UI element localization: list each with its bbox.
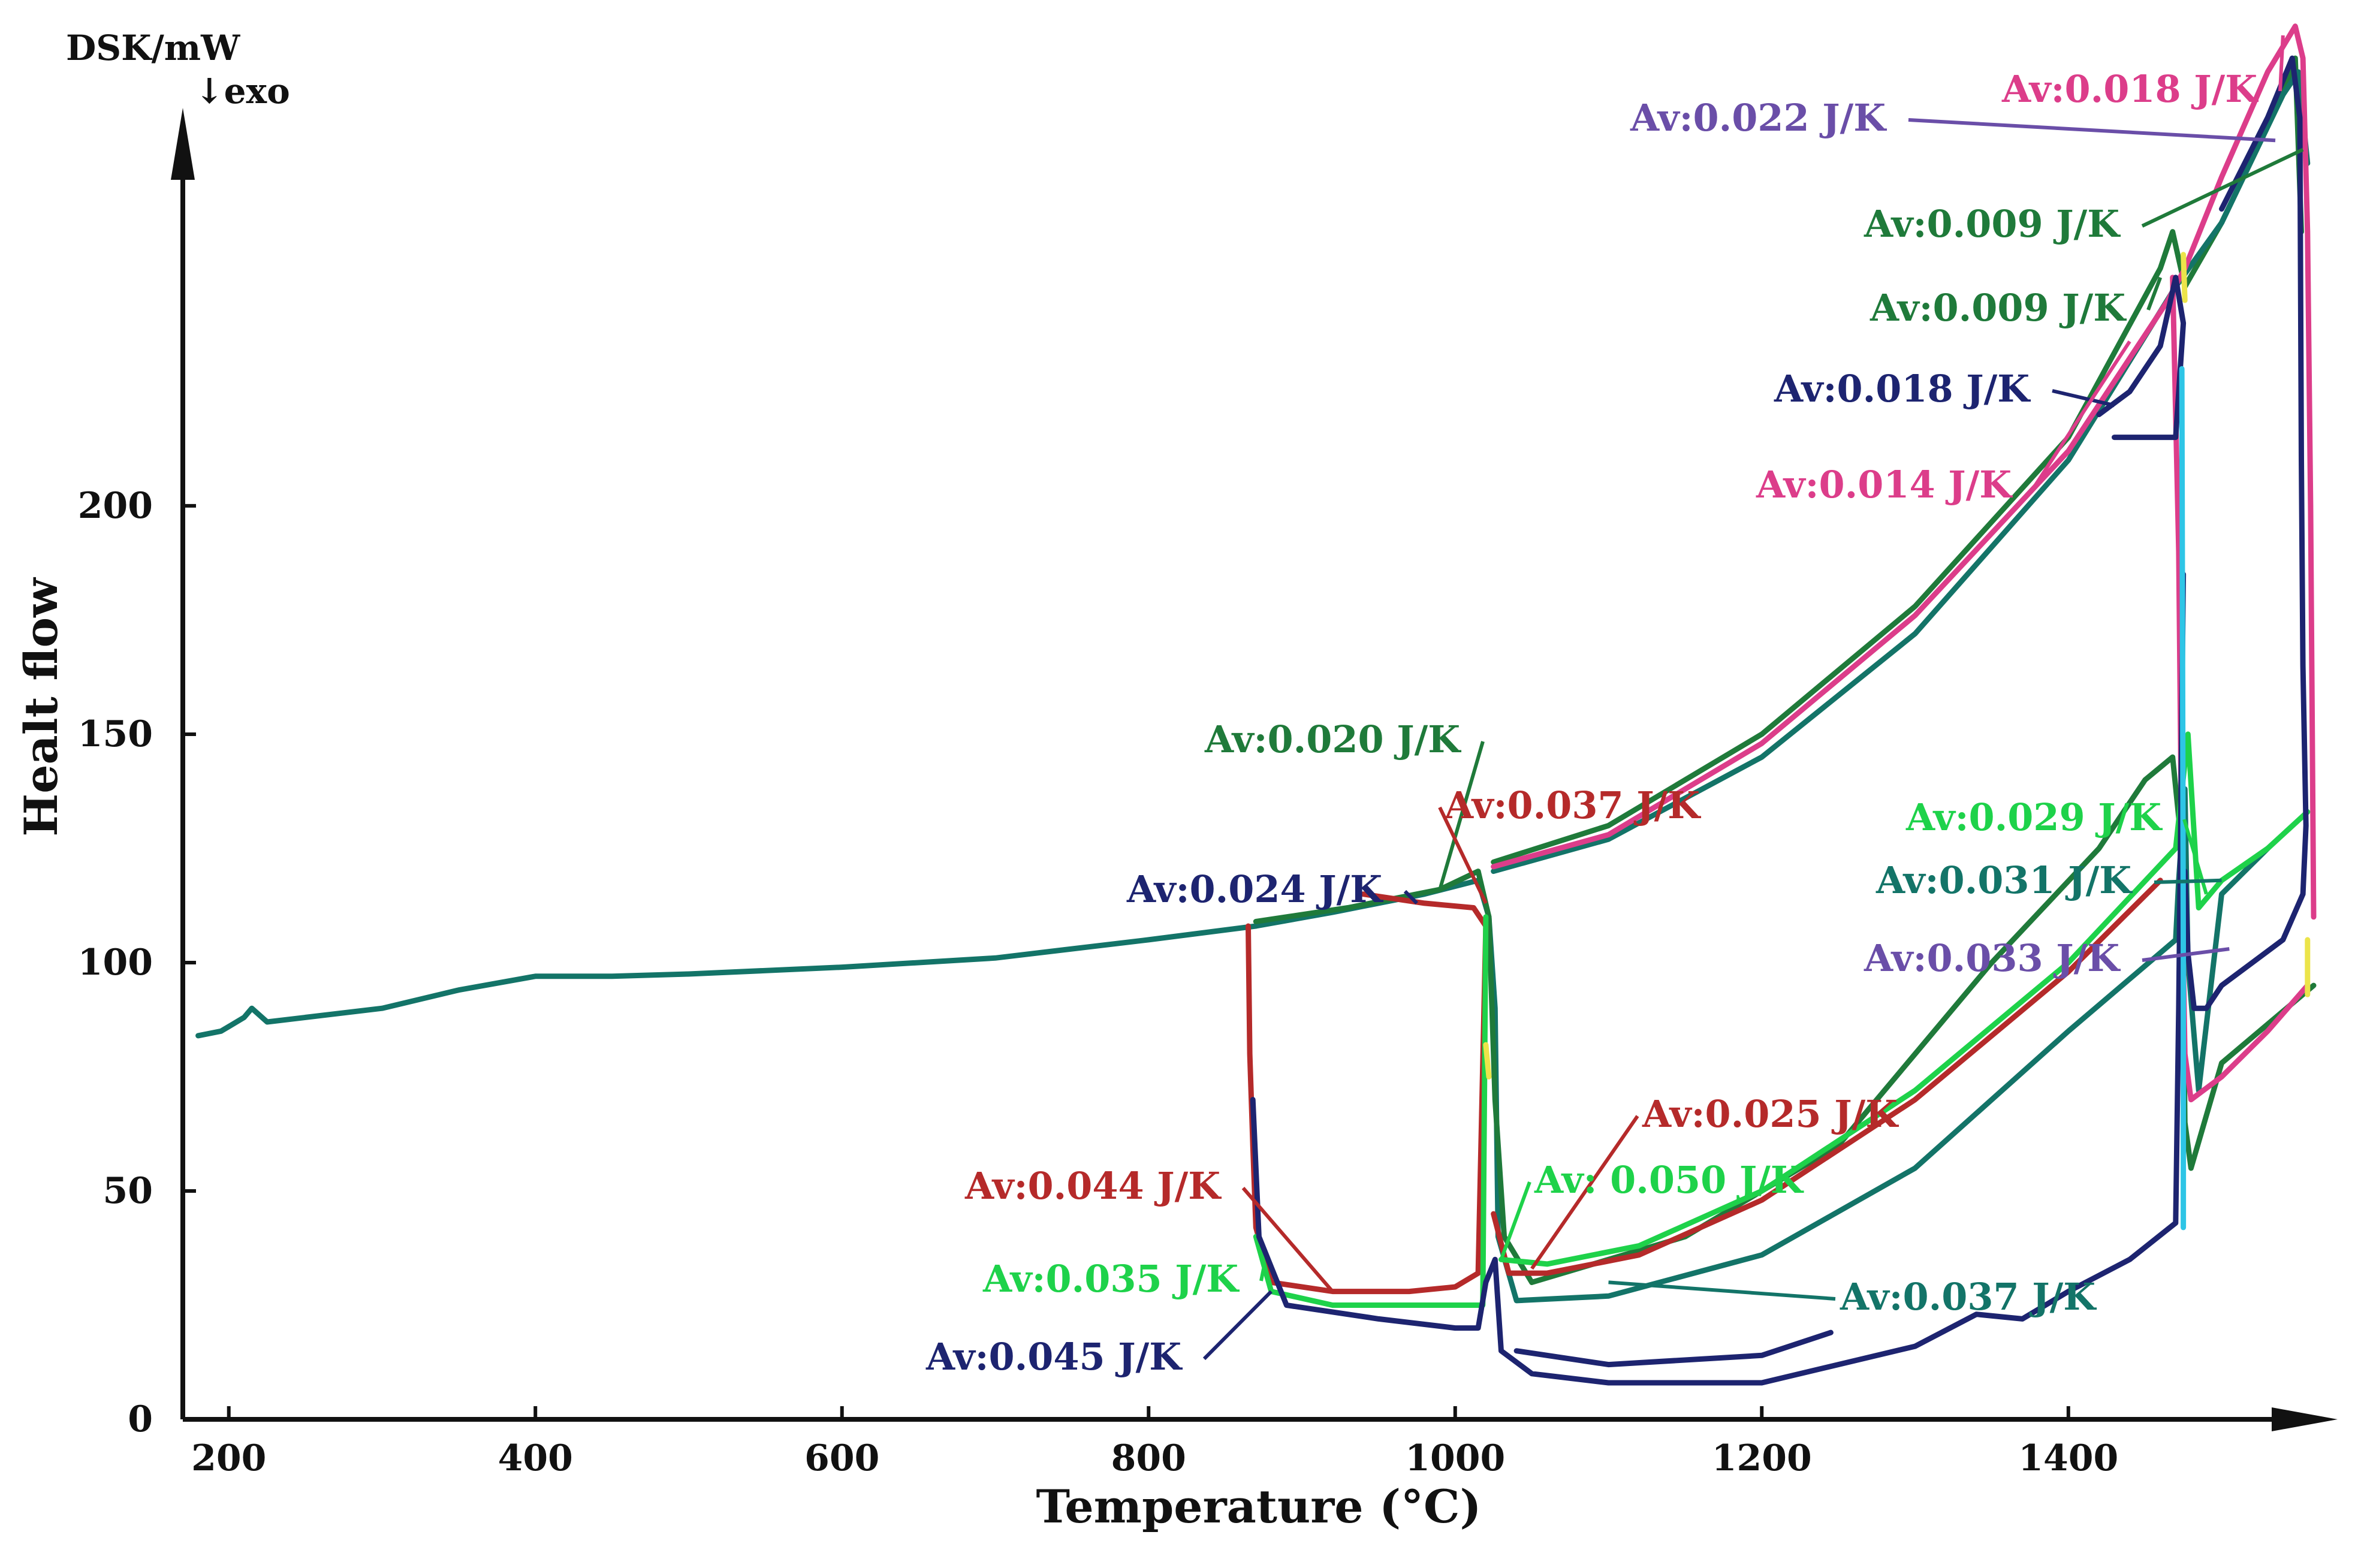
series-line-run-magenta-cool: [2170, 275, 2311, 1103]
annotation-label: Av:0.037 J/K: [1840, 1275, 2097, 1319]
annotation-leader: [2154, 878, 2222, 884]
y-axis-arrow: [171, 108, 195, 180]
annotation-label: Av:0.037 J/K: [1444, 783, 1701, 827]
annotation-leader: [1530, 1115, 1639, 1270]
annotation-leader: [2141, 147, 2304, 228]
annotation-leader: [2146, 276, 2163, 311]
series-line-run-red: [1246, 891, 1489, 1295]
annotation-label: Av:0.009 J/K: [1864, 202, 2121, 246]
y-tick-label: 50: [103, 1170, 153, 1212]
ticks: 200 400 600 800 1000 1200 1400 0 50 100 150 200: [78, 485, 2119, 1479]
series-line-run-red-cool: [1491, 878, 2163, 1276]
annotation-leader: [2052, 389, 2115, 408]
x-tick-label: 1200: [1712, 1437, 1812, 1479]
annotation-leader: [1608, 1280, 1836, 1301]
y-tick-label: 150: [78, 713, 153, 755]
annotation-label: Av:0.033 J/K: [1864, 936, 2121, 980]
annotations-group: Av:0.018 J/K Av:0.022 J/K Av:0.009 J/K Av:0…: [925, 35, 2304, 1379]
annotation-leader: [2033, 340, 2131, 488]
annotation-label: Av:0.018 J/K: [1774, 367, 2031, 411]
series-line-run-bright-green: [1253, 914, 1489, 1308]
annotation-leader: [1202, 1290, 1273, 1361]
series-group: [195, 23, 2317, 1386]
series-line-baseline: [195, 923, 1259, 1039]
x-axis-arrow: [2272, 1407, 2338, 1431]
annotation-label: Av:0.024 J/K: [1126, 867, 1383, 911]
series-line-run-bright-green-2: [1498, 731, 2311, 1267]
x-axis-title: Temperature (°C): [1036, 1480, 1481, 1533]
x-tick-label: 1000: [1405, 1437, 1505, 1479]
y-axis-title: Healt flow: [14, 577, 68, 837]
series-line-transition-yellow-a: [1483, 1042, 1492, 1079]
x-tick-label: 1400: [2018, 1437, 2118, 1479]
series-line-run-navy-high: [2096, 275, 2187, 441]
annotation-label: Av: 0.050 J/K: [1534, 1158, 1804, 1202]
annotation-label: Av:0.029 J/K: [1905, 795, 2163, 839]
annotation-label: Av:0.045 J/K: [925, 1335, 1183, 1379]
y-unit-label: DSK/mW: [66, 28, 240, 68]
annotation-leader: [1241, 1187, 1334, 1293]
annotation-label: Av:0.022 J/K: [1630, 96, 1887, 140]
annotation-label: Av:0.018 J/K: [2001, 67, 2259, 111]
x-tick-label: 400: [498, 1437, 573, 1479]
annotation-leader: [1438, 806, 1488, 904]
y-tick-label: 100: [78, 942, 153, 984]
series-line-run-navy-low: [1250, 571, 2187, 1386]
annotation-label: Av:0.014 J/K: [1756, 463, 2013, 506]
annotation-leader: [2278, 35, 2285, 92]
series-line-run-navy-low-2: [1513, 1329, 1834, 1368]
x-tick-label: 600: [804, 1437, 879, 1479]
annotation-leader: [1259, 1268, 1266, 1281]
annotation-label: Av:0.035 J/K: [982, 1257, 1240, 1301]
annotation-leader: [1499, 1181, 1531, 1261]
y-tick-label: 0: [128, 1398, 153, 1440]
annotation-label: Av:0.025 J/K: [1642, 1092, 1899, 1136]
x-tick-label: 800: [1111, 1437, 1186, 1479]
x-tick-label: 200: [191, 1437, 266, 1479]
series-line-transition-cyan: [2179, 366, 2187, 1231]
annotation-label: Av:0.009 J/K: [1869, 286, 2127, 330]
annotation-label: Av:0.020 J/K: [1204, 717, 1461, 761]
y-tick-label: 200: [78, 485, 153, 527]
series-line-transition-yellow-b: [2181, 252, 2188, 303]
annotation-label: Av:0.031 J/K: [1875, 858, 2133, 902]
series-line-run-navy-top: [2182, 55, 2309, 1011]
annotation-leader: [1438, 741, 1485, 890]
series-line-run-magenta: [1491, 23, 2317, 920]
annotation-leader: [1908, 118, 2276, 143]
exo-label: ↓exo: [195, 71, 290, 111]
annotation-label: Av:0.044 J/K: [964, 1164, 1222, 1208]
annotation-leader: [1403, 889, 1418, 905]
annotation-leader: [2142, 947, 2230, 962]
